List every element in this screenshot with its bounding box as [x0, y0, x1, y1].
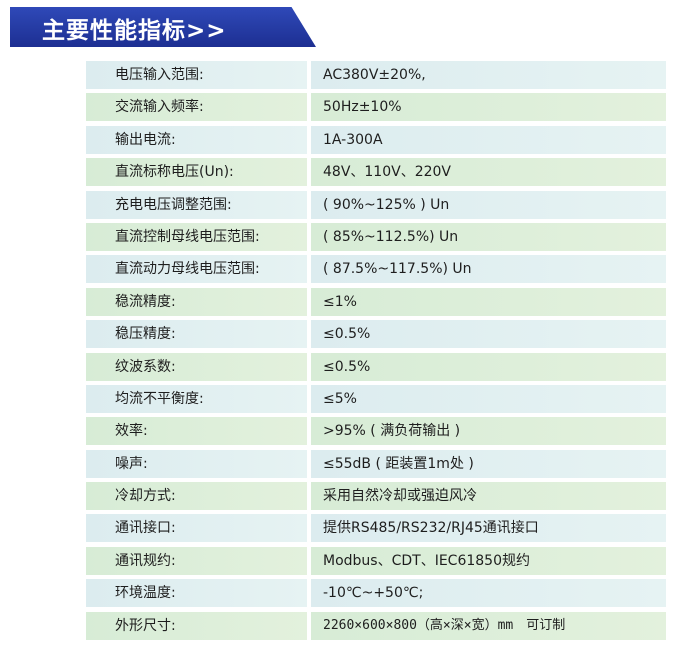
spec-label: 直流控制母线电压范围:: [86, 222, 307, 251]
spec-value: 采用自然冷却或强迫风冷: [311, 482, 666, 511]
spec-row: 通讯规约: Modbus、CDT、IEC61850规约: [86, 546, 666, 575]
spec-label: 电压输入范围:: [86, 61, 307, 89]
spec-row: 稳流精度: ≤1%: [86, 287, 666, 316]
spec-value: ( 85%~112.5%) Un: [311, 222, 666, 251]
spec-label: 环境温度:: [86, 579, 307, 608]
spec-value: ≤5%: [311, 384, 666, 413]
spec-label: 直流标称电压(Un):: [86, 158, 307, 187]
spec-value: ≤0.5%: [311, 352, 666, 381]
spec-label: 交流输入频率:: [86, 93, 307, 122]
spec-row: 直流控制母线电压范围: ( 85%~112.5%) Un: [86, 222, 666, 251]
spec-value: 1A-300A: [311, 125, 666, 154]
spec-row: 噪声: ≤55dB ( 距装置1m处 ): [86, 449, 666, 478]
spec-row: 充电电压调整范围: ( 90%~125% ) Un: [86, 190, 666, 219]
spec-row: 效率: >95% ( 满负荷输出 ): [86, 417, 666, 446]
spec-label: 直流动力母线电压范围:: [86, 255, 307, 284]
spec-value: AC380V±20%,: [311, 61, 666, 89]
spec-row: 通讯接口: 提供RS485/RS232/RJ45通讯接口: [86, 514, 666, 543]
spec-label: 稳流精度:: [86, 287, 307, 316]
spec-value: ( 87.5%~117.5%) Un: [311, 255, 666, 284]
spec-value: ≤0.5%: [311, 320, 666, 349]
spec-row: 交流输入频率: 50Hz±10%: [86, 93, 666, 122]
spec-label: 充电电压调整范围:: [86, 190, 307, 219]
spec-row: 稳压精度: ≤0.5%: [86, 320, 666, 349]
spec-table: 电压输入范围: AC380V±20%, 交流输入频率: 50Hz±10% 输出电…: [86, 61, 666, 644]
spec-label: 输出电流:: [86, 125, 307, 154]
spec-value: -10℃~+50℃;: [311, 579, 666, 608]
spec-value: 提供RS485/RS232/RJ45通讯接口: [311, 514, 666, 543]
spec-value: 50Hz±10%: [311, 93, 666, 122]
spec-label: 纹波系数:: [86, 352, 307, 381]
spec-label: 通讯规约:: [86, 546, 307, 575]
spec-row: 直流标称电压(Un): 48V、110V、220V: [86, 158, 666, 187]
spec-row: 纹波系数: ≤0.5%: [86, 352, 666, 381]
spec-value: ≤55dB ( 距装置1m处 ): [311, 449, 666, 478]
header-banner: [10, 7, 316, 47]
spec-label: 稳压精度:: [86, 320, 307, 349]
spec-row: 直流动力母线电压范围: ( 87.5%~117.5%) Un: [86, 255, 666, 284]
spec-value: 2260×600×800（高×深×宽）mm 可订制: [311, 611, 666, 640]
spec-value: 48V、110V、220V: [311, 158, 666, 187]
spec-label: 噪声:: [86, 449, 307, 478]
spec-value: >95% ( 满负荷输出 ): [311, 417, 666, 446]
page-title: 主要性能指标>>: [42, 18, 227, 44]
spec-label: 通讯接口:: [86, 514, 307, 543]
spec-label: 外形尺寸:: [86, 611, 307, 640]
spec-row: 电压输入范围: AC380V±20%,: [86, 61, 666, 89]
spec-row: 冷却方式: 采用自然冷却或强迫风冷: [86, 482, 666, 511]
spec-label: 效率:: [86, 417, 307, 446]
spec-value: Modbus、CDT、IEC61850规约: [311, 546, 666, 575]
spec-label: 冷却方式:: [86, 482, 307, 511]
spec-row: 均流不平衡度: ≤5%: [86, 384, 666, 413]
spec-label: 均流不平衡度:: [86, 384, 307, 413]
spec-row: 环境温度: -10℃~+50℃;: [86, 579, 666, 608]
spec-row: 外形尺寸: 2260×600×800（高×深×宽）mm 可订制: [86, 611, 666, 640]
spec-row: 输出电流: 1A-300A: [86, 125, 666, 154]
spec-value: ( 90%~125% ) Un: [311, 190, 666, 219]
spec-value: ≤1%: [311, 287, 666, 316]
